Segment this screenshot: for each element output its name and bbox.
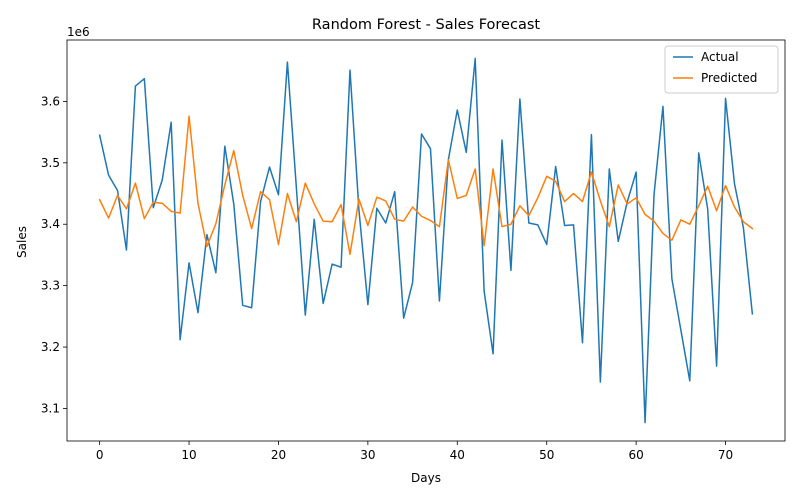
x-axis-label: Days — [411, 471, 441, 485]
x-tick-label: 60 — [628, 448, 643, 462]
x-tick-label: 40 — [450, 448, 465, 462]
y-tick-label: 3.3 — [41, 279, 60, 293]
y-offset-label: 1e6 — [67, 25, 90, 39]
x-tick-label: 30 — [360, 448, 375, 462]
y-tick-label: 3.6 — [41, 94, 60, 108]
x-tick-label: 50 — [539, 448, 554, 462]
x-tick-label: 10 — [181, 448, 196, 462]
x-tick-label: 20 — [271, 448, 286, 462]
x-tick-label: 0 — [96, 448, 104, 462]
chart-title: Random Forest - Sales Forecast — [312, 17, 540, 33]
series-line-predicted — [98, 115, 754, 256]
y-tick-label: 3.2 — [41, 340, 60, 354]
y-tick-label: 3.4 — [41, 217, 60, 231]
series-layer — [98, 57, 754, 424]
legend-box — [664, 45, 779, 94]
y-tick-label: 3.1 — [41, 401, 60, 415]
legend-label-predicted: Predicted — [701, 71, 757, 85]
y-axis-label: Sales — [15, 226, 29, 258]
x-tick-label: 70 — [718, 448, 733, 462]
y-tick-label: 3.5 — [41, 156, 60, 170]
legend-label-actual: Actual — [701, 50, 739, 64]
plot-frame — [66, 39, 786, 442]
axes-layer: 0 10 20 30 40 50 60 70 3.1 3.2 3.3 3.4 3.5 3.6 — [41, 39, 786, 462]
legend: Actual Predicted — [664, 45, 779, 94]
